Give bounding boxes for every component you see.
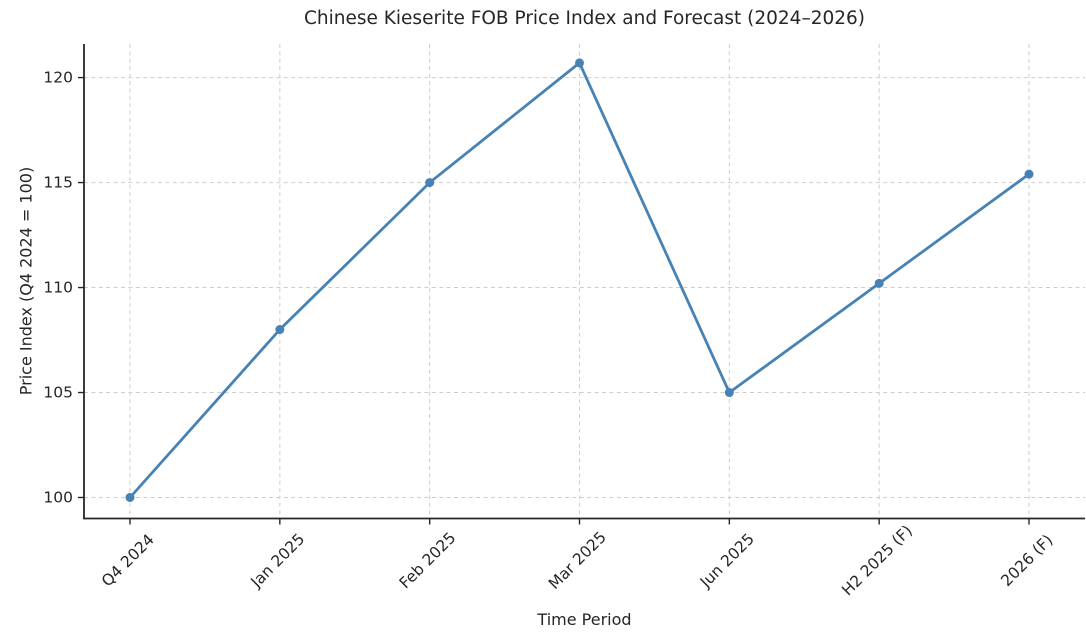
y-tick-label: 105 [43, 384, 73, 402]
x-tick-label: 2026 (F) [998, 531, 1057, 590]
y-tick-label: 120 [43, 69, 73, 87]
y-tick-label: 110 [43, 279, 73, 297]
data-point-marker [125, 493, 135, 503]
x-tick-label: Mar 2025 [545, 528, 610, 593]
data-point-marker [874, 278, 884, 288]
chart-title: Chinese Kieserite FOB Price Index and Fo… [303, 8, 866, 29]
x-tick-label: Jan 2025 [247, 530, 309, 592]
x-tick-label: Q4 2024 [98, 531, 158, 591]
data-point-marker [275, 325, 285, 335]
y-tick-label: 115 [43, 174, 73, 192]
data-point-marker [1024, 169, 1034, 179]
data-point-marker [724, 388, 734, 398]
x-tick-label: Jun 2025 [696, 530, 758, 592]
x-axis-label: Time Period [537, 610, 632, 629]
y-tick-label: 100 [43, 489, 73, 507]
data-point-marker [575, 58, 584, 68]
y-axis-label: Price Index (Q4 2024 = 100) [16, 166, 36, 396]
x-tick-label: H2 2025 (F) [838, 522, 916, 600]
x-tick-label: Feb 2025 [396, 529, 460, 593]
data-point-marker [425, 178, 435, 188]
